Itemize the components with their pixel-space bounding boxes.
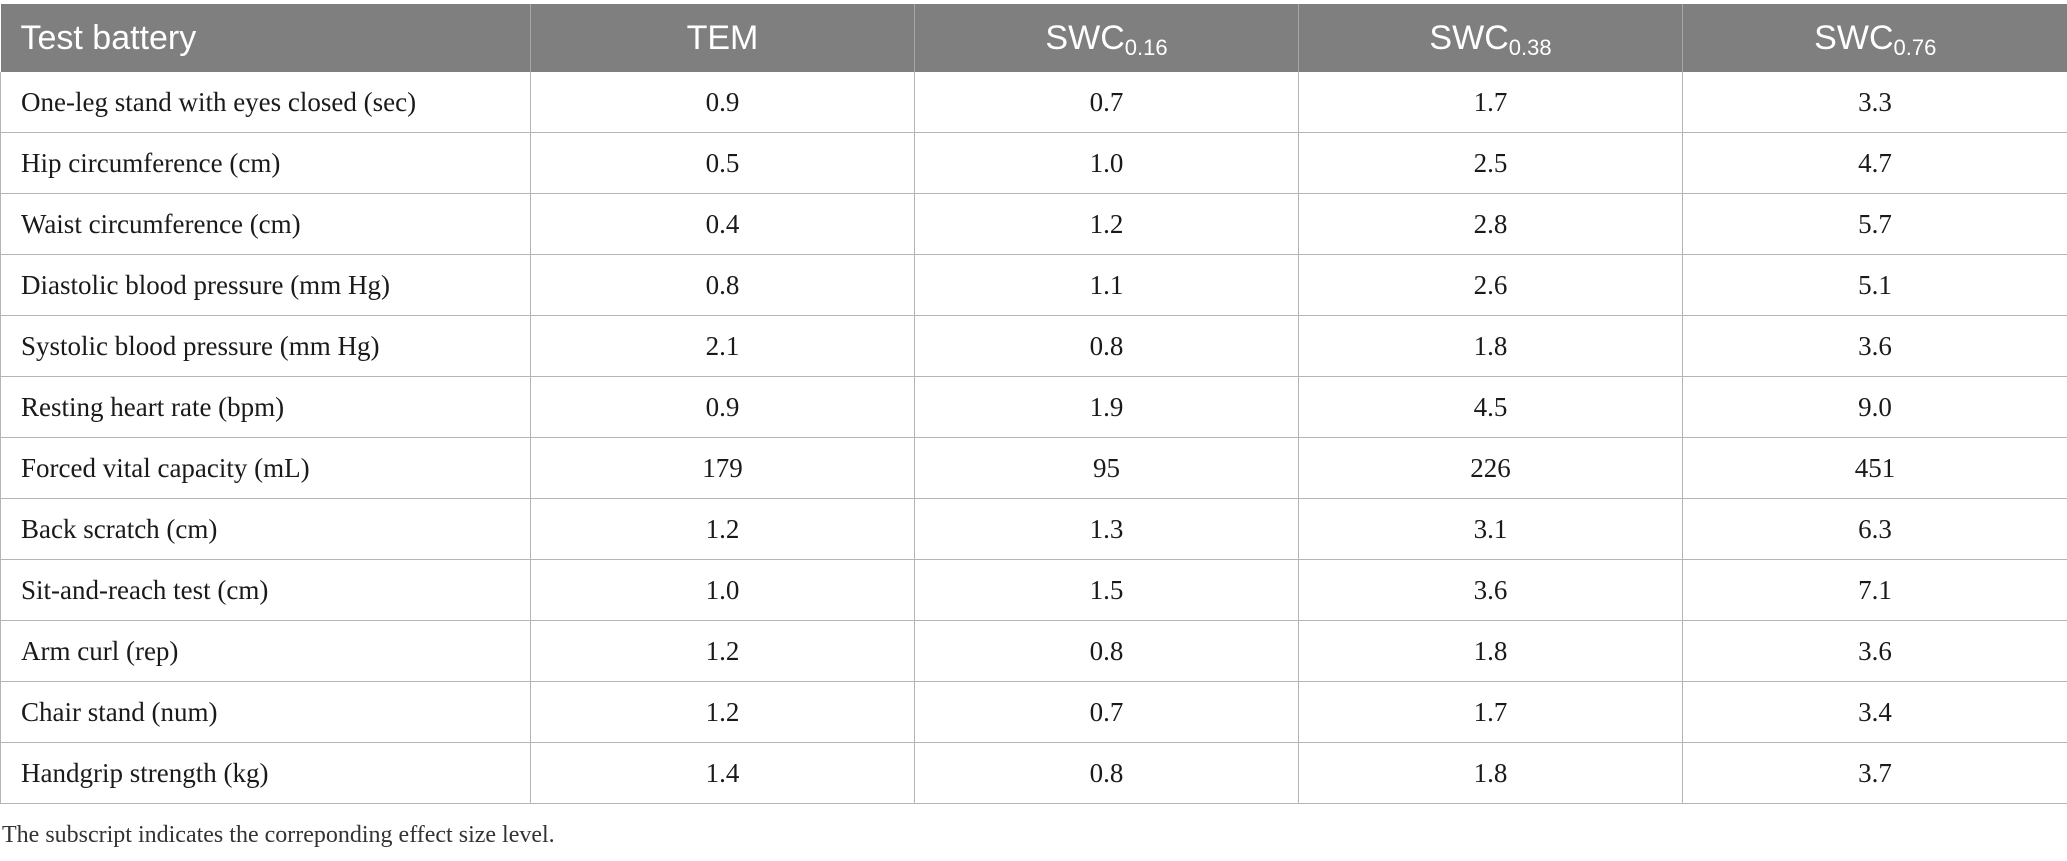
swc-038-cell: 1.7 [1298,72,1683,133]
tem-cell: 1.2 [530,620,915,682]
swc-076-cell: 451 [1682,437,2067,499]
tem-cell: 0.8 [530,254,915,316]
swc-016-cell: 0.7 [914,681,1299,743]
tem-cell: 179 [530,437,915,499]
test-name-cell: Forced vital capacity (mL) [0,437,531,499]
swc-016-cell: 0.7 [914,72,1299,133]
swc-038-cell: 4.5 [1298,376,1683,438]
table-row: Waist circumference (cm) 0.4 1.2 2.8 5.7 [0,193,2067,255]
swc-076-cell: 3.4 [1682,681,2067,743]
table-row: Systolic blood pressure (mm Hg) 2.1 0.8 1.8… [0,315,2067,377]
swc-016-cell: 1.9 [914,376,1299,438]
swc-038-cell: 1.8 [1298,620,1683,682]
table-row: Resting heart rate (bpm) 0.9 1.9 4.5 9.0 [0,376,2067,438]
swc-038-cell: 1.8 [1298,315,1683,377]
swc-038-cell: 2.8 [1298,193,1683,255]
tem-cell: 0.9 [530,72,915,133]
swc-038-cell: 2.6 [1298,254,1683,316]
tem-cell: 1.2 [530,498,915,560]
swc-076-cell: 6.3 [1682,498,2067,560]
swc-016-cell: 1.1 [914,254,1299,316]
table-header-row: Test battery TEM SWC0.16 SWC0.38 SWC0.76 [0,4,2067,72]
table-row: Chair stand (num) 1.2 0.7 1.7 3.4 [0,681,2067,743]
test-name-cell: Systolic blood pressure (mm Hg) [0,315,531,377]
swc-038-cell: 226 [1298,437,1683,499]
results-table: Test battery TEM SWC0.16 SWC0.38 SWC0.76… [0,4,2067,804]
swc-016-cell: 0.8 [914,742,1299,804]
tem-cell: 1.4 [530,742,915,804]
swc-038-cell: 3.1 [1298,498,1683,560]
test-name-cell: Chair stand (num) [0,681,531,743]
test-name-cell: Handgrip strength (kg) [0,742,531,804]
swc-038-cell: 1.8 [1298,742,1683,804]
swc-016-cell: 1.3 [914,498,1299,560]
table-row: Sit-and-reach test (cm) 1.0 1.5 3.6 7.1 [0,559,2067,621]
tem-cell: 1.0 [530,559,915,621]
table-row: Forced vital capacity (mL) 179 95 226 451 [0,437,2067,499]
tem-cell: 0.4 [530,193,915,255]
test-name-cell: Back scratch (cm) [0,498,531,560]
test-name-cell: One-leg stand with eyes closed (sec) [0,72,531,133]
swc-016-cell: 0.8 [914,315,1299,377]
swc-076-cell: 4.7 [1682,132,2067,194]
swc-076-cell: 3.7 [1682,742,2067,804]
swc-076-cell: 9.0 [1682,376,2067,438]
header-swc-038: SWC0.38 [1298,4,1683,72]
table-body: One-leg stand with eyes closed (sec) 0.9 0… [0,72,2067,804]
table-footnote: The subscript indicates the correponding… [2,822,555,848]
swc-038-cell: 2.5 [1298,132,1683,194]
swc-076-cell: 5.7 [1682,193,2067,255]
test-name-cell: Resting heart rate (bpm) [0,376,531,438]
swc-076-cell: 5.1 [1682,254,2067,316]
header-tem: TEM [530,4,915,72]
swc-076-cell: 3.6 [1682,315,2067,377]
table-row: Back scratch (cm) 1.2 1.3 3.1 6.3 [0,498,2067,560]
swc-016-cell: 1.2 [914,193,1299,255]
test-name-cell: Arm curl (rep) [0,620,531,682]
tem-cell: 0.9 [530,376,915,438]
test-name-cell: Waist circumference (cm) [0,193,531,255]
test-name-cell: Hip circumference (cm) [0,132,531,194]
swc-016-cell: 1.0 [914,132,1299,194]
swc-038-cell: 3.6 [1298,559,1683,621]
table-row: Diastolic blood pressure (mm Hg) 0.8 1.1 2.… [0,254,2067,316]
table-row: Hip circumference (cm) 0.5 1.0 2.5 4.7 [0,132,2067,194]
results-table-container: Test battery TEM SWC0.16 SWC0.38 SWC0.76… [0,4,2067,804]
table-row: One-leg stand with eyes closed (sec) 0.9 0… [0,72,2067,133]
test-name-cell: Diastolic blood pressure (mm Hg) [0,254,531,316]
tem-cell: 0.5 [530,132,915,194]
header-swc-076: SWC0.76 [1682,4,2067,72]
header-test-battery: Test battery [0,4,531,72]
test-name-cell: Sit-and-reach test (cm) [0,559,531,621]
tem-cell: 2.1 [530,315,915,377]
swc-016-cell: 0.8 [914,620,1299,682]
swc-016-cell: 1.5 [914,559,1299,621]
swc-076-cell: 3.6 [1682,620,2067,682]
tem-cell: 1.2 [530,681,915,743]
table-row: Arm curl (rep) 1.2 0.8 1.8 3.6 [0,620,2067,682]
swc-076-cell: 3.3 [1682,72,2067,133]
header-swc-016: SWC0.16 [914,4,1299,72]
swc-016-cell: 95 [914,437,1299,499]
swc-038-cell: 1.7 [1298,681,1683,743]
table-row: Handgrip strength (kg) 1.4 0.8 1.8 3.7 [0,742,2067,804]
swc-076-cell: 7.1 [1682,559,2067,621]
